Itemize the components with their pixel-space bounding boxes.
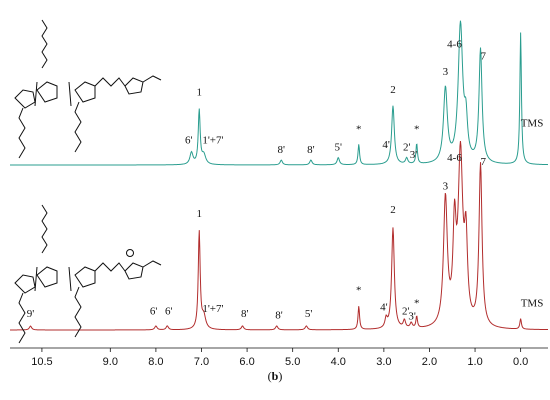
peak-label-1-6: 5' — [335, 142, 343, 154]
x-tick-label-5: 6.0 — [239, 356, 254, 368]
x-tick-label-9: 2.0 — [422, 356, 437, 368]
peak-label-1-1: 6' — [185, 134, 193, 146]
peak-label-2-15: 3 — [443, 181, 449, 193]
spectra-group — [10, 20, 549, 331]
hexyl-chain-mid — [74, 101, 82, 153]
peak-label-1-14: 4-6 — [447, 38, 462, 50]
spectrum-line-2 — [10, 141, 548, 331]
hexyl-chain-top — [41, 19, 48, 69]
x-tick-label-8: 3.0 — [376, 356, 391, 368]
hexyl-chain-mid-b — [74, 286, 82, 338]
x-tick-label-7: 4.0 — [331, 356, 346, 368]
vinyl-group-bottom — [142, 260, 162, 268]
peak-label-2-13: 3' — [408, 311, 416, 323]
peak-label-2-6: 8' — [241, 308, 249, 320]
peak-label-2-17: 7 — [481, 156, 487, 168]
peak-label-2-2: 6' — [150, 305, 158, 317]
x-tick-label-2: 9.0 — [103, 356, 118, 368]
peak-label-1-8: 4' — [382, 139, 390, 151]
peak-label-1-11: 3' — [410, 149, 418, 161]
spacer-chain-top — [94, 77, 126, 87]
peak-label-2-14: * — [414, 298, 420, 310]
peak-label-1-2: 1 — [196, 86, 202, 98]
peak-label-1-16: TMS — [521, 118, 544, 130]
peak-label-2-5: 1'+7' — [202, 303, 223, 315]
peak-label-1-15: 7 — [481, 50, 487, 62]
thiophene-ring-mid-b — [36, 266, 58, 288]
bracket-top — [34, 81, 72, 107]
peak-label-1-12: * — [414, 124, 420, 136]
caption-letter: b — [272, 369, 279, 383]
peak-label-1-3: 1'+7' — [202, 134, 223, 146]
hexyl-chain-top-b — [41, 204, 48, 254]
thiophene-ring-left-b — [14, 274, 36, 294]
peak-label-1-5: 8' — [307, 144, 315, 156]
x-axis-ticks: 10.5 9.0 8.0 7.0 6.0 5.0 4.0 3.0 2.0 1.0 0.0 — [31, 348, 528, 368]
caption-paren-close: ) — [278, 369, 282, 383]
peak-label-1-4: 8' — [278, 144, 286, 156]
peak-label-2-1: 9' — [27, 308, 35, 320]
iodide-charge-circle — [126, 249, 134, 257]
caption-paren-open: ( — [268, 369, 272, 383]
thiophene-ring-right — [74, 81, 96, 103]
peak-label-2-18: TMS — [521, 298, 544, 310]
imidazole-ring-top — [124, 77, 144, 95]
thiophene-ring-right-b — [74, 266, 96, 288]
peak-label-2-7: 8' — [275, 309, 283, 321]
molecule-structure-top — [14, 19, 162, 159]
x-tick-label-3: 8.0 — [148, 356, 163, 368]
imidazole-ring-bottom — [124, 262, 144, 280]
x-tick-label-10: 1.0 — [467, 356, 482, 368]
bracket-bottom — [34, 266, 72, 292]
hexyl-chain-left — [18, 107, 26, 159]
peak-label-2-4: 1 — [196, 208, 202, 220]
vinyl-group-top — [142, 75, 162, 83]
peak-label-1-10: 2' — [403, 142, 411, 154]
peak-label-1-13: 3 — [443, 66, 449, 78]
peak-label-2-12: 2' — [402, 305, 410, 317]
peak-label-1-7: * — [356, 124, 362, 136]
thiophene-ring-left — [14, 89, 36, 109]
hexyl-chain-left-b — [18, 292, 26, 344]
x-tick-label-6: 5.0 — [285, 356, 300, 368]
x-tick-label-1: 10.5 — [31, 356, 52, 368]
molecule-structure-bottom — [14, 204, 162, 344]
x-tick-label-4: 7.0 — [194, 356, 209, 368]
peak-label-2-9: * — [356, 285, 362, 297]
peak-label-2-16: 4-6 — [447, 152, 462, 164]
peak-label-2-8: 5' — [305, 308, 313, 320]
spacer-chain-bottom — [94, 262, 126, 272]
figure-caption: (b) — [268, 369, 283, 383]
peak-label-2-11: 2 — [390, 204, 396, 216]
peak-label-2-10: 4' — [380, 302, 388, 314]
x-tick-label-11: 0.0 — [513, 356, 528, 368]
thiophene-ring-mid — [36, 81, 58, 103]
peak-label-2-3: 6' — [165, 305, 173, 317]
peak-label-1-9: 2 — [390, 84, 396, 96]
spectrum-line-1 — [10, 20, 549, 166]
